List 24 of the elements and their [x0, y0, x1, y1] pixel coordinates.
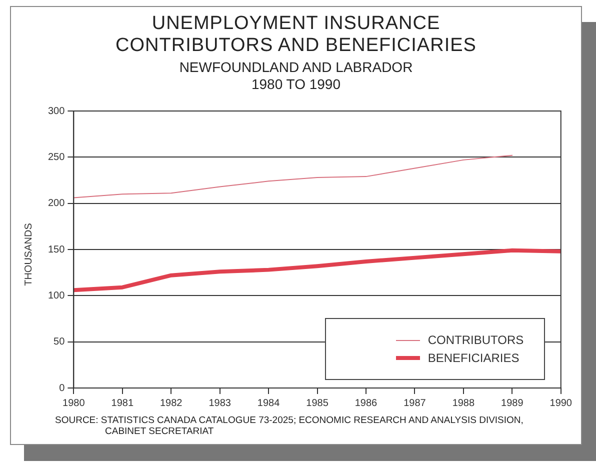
- y-tick-label: 300: [48, 106, 66, 117]
- x-tick-label: 1988: [452, 398, 475, 409]
- y-tick-label: 200: [48, 198, 66, 210]
- y-tick-label: 50: [54, 336, 66, 348]
- x-tick-label: 1980: [62, 398, 86, 409]
- y-tick-label: 150: [48, 244, 66, 256]
- y-tick-label: 250: [48, 152, 66, 163]
- chart-subtitle: NEWFOUNDLAND AND LABRADOR 1980 TO 1990: [178, 59, 414, 93]
- x-tick-label: 1989: [501, 398, 524, 409]
- x-tick-label: 1990: [550, 398, 572, 409]
- legend-label: CONTRIBUTORS: [428, 333, 524, 347]
- x-tick-label: 1986: [354, 398, 378, 409]
- chart-title: UNEMPLOYMENT INSURANCE CONTRIBUTORS AND BENEFICIARIES: [114, 13, 478, 57]
- legend-label: BENEFICIARIES: [428, 351, 520, 365]
- y-tick-label: 0: [59, 382, 66, 394]
- x-tick-label: 1981: [111, 398, 134, 409]
- y-axis-title: THOUSANDS: [24, 222, 34, 288]
- x-tick-label: 1982: [160, 398, 183, 409]
- x-tick-label: 1987: [404, 398, 426, 409]
- x-tick-label: 1983: [208, 398, 232, 409]
- source-note: SOURCE: STATISTICS CANADA CATALOGUE 73-2025; ECONOMIC RESEARCH AND ANALYSIS DIVISION, CABINET SECRETARIAT: [55, 415, 524, 437]
- x-tick-label: 1985: [306, 398, 329, 409]
- y-tick-label: 100: [48, 290, 66, 302]
- x-tick-label: 1984: [257, 398, 280, 409]
